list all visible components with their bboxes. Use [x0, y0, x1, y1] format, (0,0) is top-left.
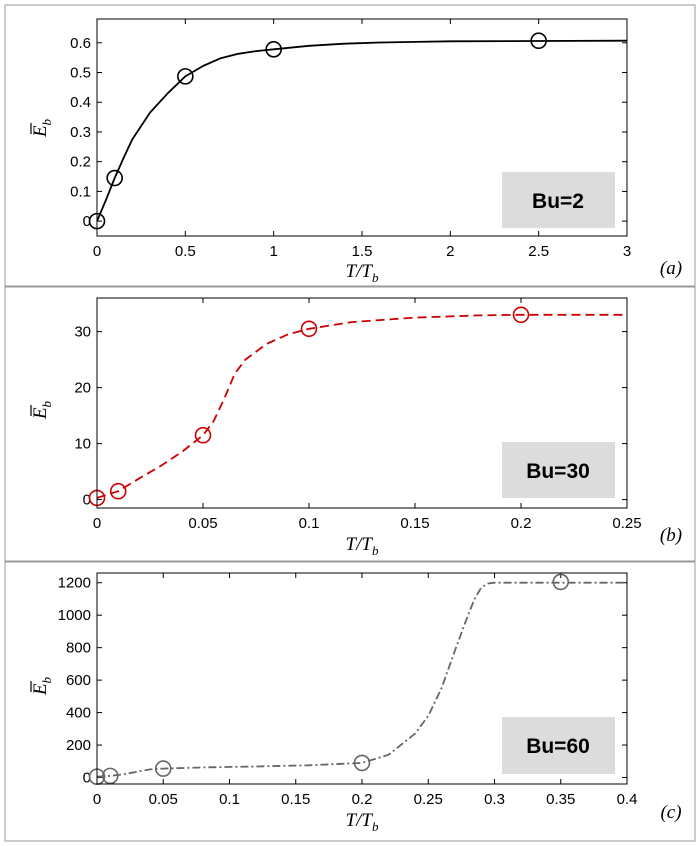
panel-c-xtick-label: 0.25	[414, 791, 443, 808]
panel-c-data-point	[154, 760, 172, 777]
panel-c-xtick-label: 0.1	[219, 791, 240, 808]
panel-a-data-point	[106, 169, 123, 187]
panel-c-data-point	[101, 767, 119, 785]
panel-c-data-point	[353, 754, 371, 772]
panel-c-annotation-box	[502, 717, 615, 774]
panel-c-letter: (c)	[660, 802, 681, 823]
panel-b-border	[4, 286, 696, 562]
panel-a-data-point	[177, 68, 194, 85]
svg-text:Eb: Eb	[30, 118, 54, 138]
panel-c-curve-layer	[96, 581, 627, 778]
panel-a-xtick-label: 2	[446, 243, 454, 260]
panel-a-ytick-label: 0	[83, 213, 91, 230]
panel-a-ytick-label: 0.5	[70, 65, 91, 82]
panel-a-ytick-label: 0.2	[70, 154, 91, 171]
panel-c-ytick-label: 0	[83, 770, 91, 787]
panel-c-border	[4, 561, 696, 842]
panel-b-ytick-label: 10	[74, 436, 91, 453]
panel-c-ytick-label: 1000	[58, 607, 91, 624]
panel-a-xtick-label: 3	[623, 243, 631, 260]
panel-b-xtick-label: 0.15	[400, 515, 429, 532]
panel-b-xtick-label: 0.1	[299, 515, 320, 532]
panel-b-xtick-label: 0.25	[612, 515, 641, 532]
panel-a-xtick-label: 1	[269, 243, 277, 260]
panel-b-xtick-label: 0.2	[511, 515, 532, 532]
panel-a-ticks: 0 0.5 1 1.5 2 2.5 3 0 0.1 0.2 0.3 0.4 0.5 0.6	[70, 19, 631, 260]
panel-c-series-line	[96, 581, 627, 778]
panel-b-annotation-box	[502, 442, 615, 498]
svg-text:Eb: Eb	[30, 400, 54, 420]
panel-a-axes-box	[96, 18, 628, 237]
panel-c: 0 0.05 0.1 0.15 0.2 0.25 0.3 0.35 0.4 0 200 400 600 8…	[4, 561, 696, 842]
panel-b-series-line	[96, 313, 627, 499]
panel-c-ylabel: Eb	[30, 676, 54, 696]
panel-a-border	[4, 4, 696, 287]
panel-c-xtick-label: 0.15	[281, 791, 310, 808]
panel-c-axes-box	[96, 572, 628, 785]
panel-b-xtick-label: 0	[93, 515, 101, 532]
panel-a-ylabel: Eb	[30, 118, 54, 138]
panel-b-axes-box	[96, 297, 628, 509]
panel-c-xtick-label: 0.05	[149, 791, 178, 808]
panel-b-xtick-label: 0.05	[188, 515, 217, 532]
panel-a-data-point	[530, 32, 547, 50]
panel-b-data-point	[300, 320, 318, 338]
panel-b-annotation: Bu=30	[526, 460, 590, 483]
panel-a-xtick-label: 0.5	[175, 243, 196, 260]
panel-b-ylabel: Eb	[30, 400, 54, 420]
panel-a-xtick-label: 0	[93, 243, 101, 260]
panel-c-xtick-label: 0.3	[484, 791, 505, 808]
panel-a-xlabel: T/Tb	[346, 261, 379, 285]
panel-c-ytick-label: 200	[66, 737, 91, 754]
svg-text:Eb: Eb	[30, 676, 54, 696]
panel-a-xtick-label: 2.5	[528, 243, 549, 260]
panel-c-xlabel: T/Tb	[346, 810, 379, 834]
panel-b-ytick-label: 0	[83, 492, 91, 509]
panel-a-ytick-label: 0.4	[70, 94, 91, 111]
panel-b-curve-layer	[96, 313, 627, 499]
panel-c-ytick-label: 1200	[58, 575, 91, 592]
panel-a-ytick-label: 0.1	[70, 183, 91, 200]
panel-a-data-point	[265, 41, 282, 58]
panel-c-data-point	[552, 573, 570, 591]
panel-a: 0 0.5 1 1.5 2 2.5 3 0 0.1 0.2 0.3 0.4 0.5 0.6 Bu=2 T/…	[4, 4, 696, 287]
panel-c-ytick-label: 800	[66, 640, 91, 657]
panel-b-xlabel: T/Tb	[346, 534, 379, 558]
panel-b-data-point	[109, 482, 127, 500]
panel-b-ytick-label: 30	[74, 324, 91, 341]
panel-c-xtick-label: 0	[93, 791, 101, 808]
panel-a-ytick-label: 0.6	[70, 35, 91, 52]
panel-b-ytick-label: 20	[74, 380, 91, 397]
panel-a-annotation-box	[502, 172, 615, 228]
panel-c-xtick-label: 0.35	[546, 791, 575, 808]
panel-a-letter: (a)	[660, 258, 682, 279]
panel-a-annotation: Bu=2	[532, 190, 584, 213]
panel-c-xtick-label: 0.4	[617, 791, 638, 808]
panel-a-ytick-label: 0.3	[70, 124, 91, 141]
panel-b-ticks: 0 0.05 0.1 0.15 0.2 0.25 0 10 20 30	[74, 298, 642, 532]
panel-a-xtick-label: 1.5	[352, 243, 373, 260]
panel-c-ytick-label: 600	[66, 672, 91, 689]
panel-c-ytick-label: 400	[66, 705, 91, 722]
panel-c-annotation: Bu=60	[526, 735, 590, 758]
panel-b-data-point	[194, 426, 212, 444]
panel-c-marker-layer	[88, 573, 570, 785]
panel-a-series-line	[96, 39, 628, 222]
panel-b-data-point	[512, 306, 530, 324]
panel-a-curve-layer	[96, 39, 628, 222]
panel-b: 0 0.05 0.1 0.15 0.2 0.25 0 10 20 30 Bu=30 T/Tb Eb…	[4, 286, 696, 562]
panel-c-xtick-label: 0.2	[352, 791, 373, 808]
panel-b-letter: (b)	[660, 525, 682, 546]
